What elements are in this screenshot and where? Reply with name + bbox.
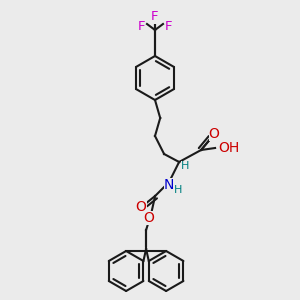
Text: F: F: [151, 11, 159, 23]
Text: F: F: [137, 20, 145, 32]
Text: O: O: [144, 211, 154, 225]
Text: N: N: [164, 178, 174, 192]
Text: H: H: [174, 185, 182, 195]
Text: OH: OH: [218, 141, 239, 155]
Text: H: H: [181, 161, 189, 171]
Text: F: F: [165, 20, 172, 32]
Text: O: O: [136, 200, 146, 214]
Text: O: O: [209, 127, 220, 141]
